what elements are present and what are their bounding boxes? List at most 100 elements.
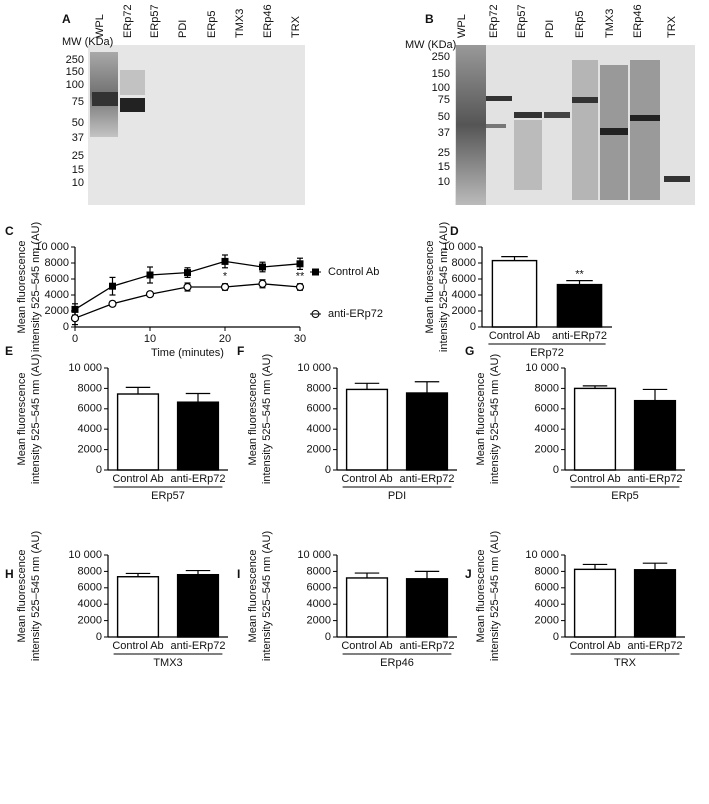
marker — [145, 290, 155, 299]
bar — [176, 401, 220, 471]
y-axis-title: intensity 525–545 nm (AU) — [438, 222, 450, 352]
bar — [573, 568, 617, 638]
y-axis-title: Mean fluorescence — [247, 373, 259, 466]
y-tick-label: 4000 — [307, 423, 331, 435]
y-tick-label: 6000 — [307, 582, 331, 594]
y-axis-title: intensity 525–545 nm (AU) — [261, 531, 273, 661]
lane-label: TMX3 — [604, 9, 616, 38]
y-tick-label: 6000 — [307, 403, 331, 415]
y-tick-label: 2000 — [78, 615, 102, 627]
annotation: ** — [575, 269, 584, 281]
bar — [116, 393, 160, 471]
y-axis-title: intensity 525–545 nm (AU) — [261, 354, 273, 484]
category-label: Control Ab — [569, 473, 620, 485]
mw-label: 10 — [438, 176, 450, 188]
y-tick-label: 6000 — [535, 403, 559, 415]
y-axis-title: Mean fluorescence — [16, 550, 28, 643]
marker — [258, 279, 267, 288]
category-label: Control Ab — [341, 473, 392, 485]
y-axis-title: intensity 525–545 nm (AU) — [30, 222, 42, 352]
lane-label: ERp72 — [488, 4, 500, 38]
x-tick-label: 30 — [294, 333, 306, 345]
y-tick-label: 4000 — [78, 598, 102, 610]
y-tick-label: 10 000 — [297, 362, 331, 374]
y-tick-label: 6000 — [78, 582, 102, 594]
blot-band — [456, 45, 486, 205]
mw-label: 100 — [432, 82, 450, 94]
mw-label: 250 — [432, 51, 450, 63]
lane-label: ERp5 — [206, 10, 218, 38]
y-tick-label: 0 — [553, 464, 559, 476]
legend-label: anti-ERp72 — [328, 308, 383, 320]
group-label: ERp5 — [611, 490, 639, 502]
mw-title: MW (KDa) — [405, 39, 456, 51]
blot-band — [630, 60, 660, 200]
blot-band — [664, 176, 690, 182]
annotation: ** — [296, 271, 305, 283]
y-tick-label: 2000 — [307, 444, 331, 456]
mw-label: 10 — [72, 177, 84, 189]
y-axis-title: Mean fluorescence — [475, 373, 487, 466]
category-label: Control Ab — [112, 473, 163, 485]
mw-label: 25 — [72, 150, 84, 162]
panel-letter: J — [465, 567, 472, 581]
category-label: anti-ERp72 — [399, 640, 454, 652]
blot-band — [92, 92, 118, 106]
marker — [220, 282, 230, 292]
y-axis-title: intensity 525–545 nm (AU) — [30, 354, 42, 484]
y-tick-label: 2000 — [535, 444, 559, 456]
x-tick-label: 20 — [219, 333, 231, 345]
y-tick-label: 8000 — [307, 565, 331, 577]
y-tick-label: 2000 — [45, 305, 69, 317]
mw-label: 75 — [72, 96, 84, 108]
y-tick-label: 10 000 — [68, 549, 102, 561]
lane-label: WPL — [94, 14, 106, 38]
mw-label: 37 — [438, 127, 450, 139]
y-tick-label: 4000 — [452, 289, 476, 301]
mw-title: MW (KDa) — [62, 36, 113, 48]
lane-label: ERp46 — [262, 4, 274, 38]
blot-band — [486, 96, 512, 101]
group-label: TRX — [614, 657, 637, 669]
y-tick-label: 10 000 — [297, 549, 331, 561]
panel-letter: E — [5, 344, 13, 358]
marker — [295, 282, 305, 292]
y-tick-label: 2000 — [535, 615, 559, 627]
blot-band — [600, 128, 628, 135]
y-tick-label: 4000 — [535, 598, 559, 610]
panel-letter: B — [425, 12, 434, 26]
marker — [108, 299, 117, 308]
category-label: anti-ERp72 — [399, 473, 454, 485]
marker — [184, 269, 191, 277]
lane-label: ERp57 — [516, 4, 528, 38]
lane-label: TRX — [666, 15, 678, 38]
category-label: anti-ERp72 — [552, 330, 607, 342]
mw-label: 50 — [438, 111, 450, 123]
mw-label: 15 — [72, 164, 84, 176]
y-tick-label: 6000 — [535, 582, 559, 594]
blot-band — [630, 115, 660, 121]
mw-label: 15 — [438, 161, 450, 173]
bar — [405, 578, 449, 638]
lane-label: TRX — [290, 15, 302, 38]
y-tick-label: 0 — [553, 631, 559, 643]
mw-label: 50 — [72, 117, 84, 129]
y-tick-label: 6000 — [78, 403, 102, 415]
bar — [116, 576, 160, 638]
legend-label: Control Ab — [328, 266, 379, 278]
category-label: anti-ERp72 — [170, 640, 225, 652]
group-label: ERp46 — [380, 657, 414, 669]
mw-label: 250 — [66, 54, 84, 66]
lane-label: ERp46 — [632, 4, 644, 38]
y-tick-label: 0 — [325, 631, 331, 643]
blot-band — [514, 112, 542, 118]
panel-letter: I — [237, 567, 240, 581]
bar — [633, 399, 677, 471]
blot-band — [120, 70, 145, 95]
y-axis-title: Mean fluorescence — [424, 241, 436, 334]
mw-label: 25 — [438, 147, 450, 159]
category-label: anti-ERp72 — [170, 473, 225, 485]
y-tick-label: 0 — [96, 464, 102, 476]
y-tick-label: 4000 — [535, 423, 559, 435]
y-axis-title: Mean fluorescence — [16, 241, 28, 334]
